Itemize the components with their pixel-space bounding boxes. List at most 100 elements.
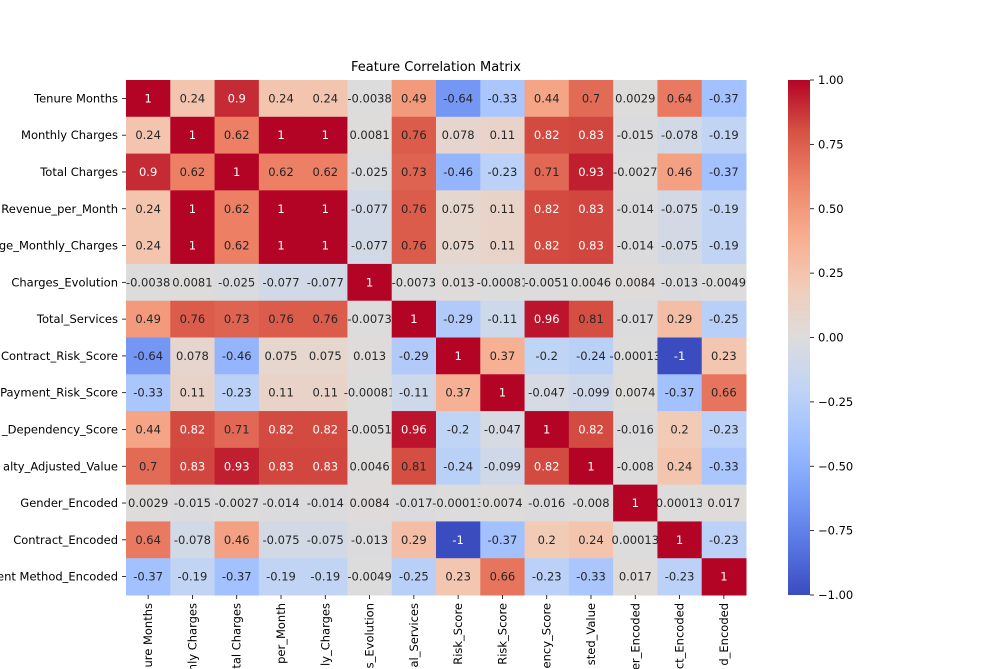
heatmap-cell [347, 80, 393, 118]
heatmap-cell [613, 521, 658, 559]
cell-value-label: -0.19 [709, 128, 739, 142]
heatmap-cell [126, 153, 171, 191]
cell-value-label: -0.047 [528, 386, 565, 400]
y-tick-label: Contract_Encoded [13, 533, 118, 547]
cell-value-label: 1 [144, 91, 151, 105]
heatmap-cell [436, 521, 481, 559]
cell-value-label: 1 [277, 239, 284, 253]
cell-value-label: -0.23 [709, 422, 739, 436]
heatmap-cell [657, 227, 703, 265]
cell-value-label: -0.025 [351, 165, 388, 179]
cell-value-label: 0.24 [180, 91, 206, 105]
heatmap-cell [657, 521, 703, 559]
heatmap-cell [657, 190, 703, 228]
heatmap-cell [303, 190, 348, 228]
heatmap-cell [214, 263, 260, 302]
cell-value-label: 1 [322, 202, 329, 216]
heatmap-cell [568, 411, 614, 449]
cell-value-label: 1 [499, 386, 506, 400]
heatmap-cell [480, 337, 526, 375]
heatmap-cell [657, 153, 703, 191]
heatmap-cell [524, 227, 570, 265]
cell-value-label: -0.078 [661, 128, 698, 142]
cell-value-label: -0.24 [443, 459, 473, 473]
heatmap-cell [701, 521, 747, 559]
colorbar-tick-label: 0.50 [818, 202, 844, 216]
x-tick-label: Risk_Score [451, 603, 465, 665]
colorbar-tick-label: −0.75 [818, 524, 853, 538]
cell-value-label: 0.76 [180, 312, 206, 326]
heatmap-cell [436, 484, 481, 522]
cell-value-label: 0.0081 [349, 128, 389, 142]
heatmap-cell [258, 558, 304, 596]
heatmap-cell [657, 263, 703, 302]
cell-value-label: 0.96 [401, 422, 427, 436]
heatmap-cell [391, 558, 437, 596]
cell-value-label: 0.82 [534, 128, 560, 142]
heatmap-cell [436, 337, 481, 375]
y-tick-label: Tenure Months [33, 91, 118, 105]
cell-value-label: 0.11 [180, 386, 206, 400]
heatmap-cell [568, 558, 614, 596]
heatmap-cell [214, 484, 260, 522]
cell-value-label: 1 [676, 533, 683, 547]
y-tick-label: ge_Monthly_Charges [0, 239, 118, 253]
heatmap-cell [303, 153, 348, 191]
heatmap-cell [347, 447, 393, 486]
heatmap-cell [258, 263, 304, 302]
heatmap-cell [480, 116, 526, 155]
heatmap-cell [436, 116, 481, 155]
heatmap-cell [347, 521, 393, 559]
heatmap-cell [258, 484, 304, 522]
heatmap-cell [613, 374, 658, 412]
cell-value-label: 0.013 [353, 349, 386, 363]
cell-value-label: 0.075 [442, 239, 475, 253]
cell-value-label: 0.62 [180, 165, 206, 179]
cell-value-label: 0.11 [268, 386, 294, 400]
cell-value-label: 0.37 [490, 349, 516, 363]
cell-value-label: 0.017 [707, 496, 740, 510]
cell-value-label: 0.0074 [482, 496, 522, 510]
heatmap-cell [701, 263, 747, 302]
heatmap-cell [436, 447, 481, 486]
cell-value-label: -0.64 [443, 91, 473, 105]
heatmap-cell [657, 374, 703, 412]
cell-value-label: -0.64 [133, 349, 163, 363]
y-tick-label: Total_Services [36, 312, 118, 326]
cell-value-label: -0.25 [709, 312, 739, 326]
heatmap-cell [701, 80, 747, 118]
heatmap-cell [701, 558, 747, 596]
heatmap-cell [480, 484, 526, 522]
cell-value-label: 0.66 [490, 570, 516, 584]
cell-value-label: 0.82 [180, 422, 206, 436]
heatmap-cell [701, 227, 747, 265]
heatmap-cell [303, 300, 348, 338]
heatmap-cell [391, 190, 437, 228]
heatmap-cell [126, 190, 171, 228]
heatmap-cell [347, 337, 393, 375]
heatmap-cell [524, 300, 570, 338]
cell-value-label: 0.49 [135, 312, 161, 326]
heatmap-cell [258, 521, 304, 559]
colorbar-tick-label: 0.75 [818, 137, 844, 151]
heatmap-cell [480, 263, 526, 302]
cell-value-label: 0.83 [578, 202, 604, 216]
y-tick-label: _Dependency_Score [1, 422, 118, 436]
cell-value-label: -0.0049 [347, 570, 391, 584]
heatmap-cell [258, 337, 304, 375]
y-tick-label: Charges_Evolution [11, 275, 118, 289]
cell-value-label: 0.2 [670, 422, 688, 436]
heatmap-cell [524, 411, 570, 449]
cell-value-label: 0.82 [534, 202, 560, 216]
heatmap-cell [391, 521, 437, 559]
cell-value-label: 1 [410, 312, 417, 326]
cell-value-label: 0.24 [135, 202, 161, 216]
heatmap-cell [126, 263, 171, 302]
cell-value-label: -0.075 [661, 239, 698, 253]
cell-value-label: -0.11 [488, 312, 518, 326]
colorbar-tick-label: 0.25 [818, 266, 844, 280]
cell-value-label: -0.23 [222, 386, 252, 400]
heatmap-cell [613, 80, 658, 118]
heatmap-cell [436, 558, 481, 596]
colorbar-tick-label: −1.00 [818, 588, 853, 602]
